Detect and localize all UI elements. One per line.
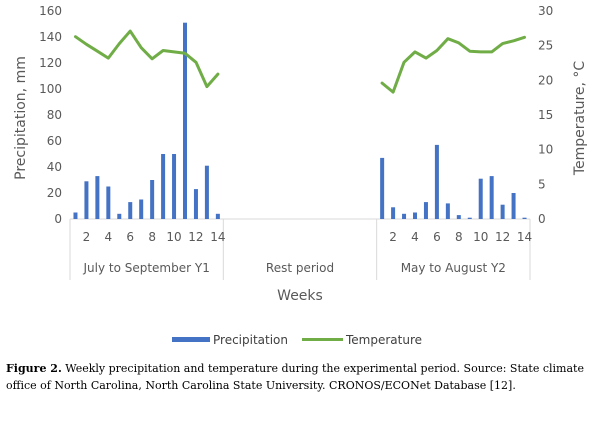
precipitation-bar [215,213,220,219]
caption-label: Figure 2. [6,362,62,375]
y-axis-title-left: Precipitation, mm [13,56,29,180]
y-tick-right: 25 [538,39,553,53]
x-tick-label: 8 [148,230,156,244]
precipitation-bar [423,202,428,219]
precipitation-bar [150,180,155,219]
temperature-lines [74,29,526,94]
precipitation-bar [434,144,439,219]
precipitation-bar [413,212,417,219]
precipitation-bar [161,154,166,219]
y-axis-title-right: Temperature, °C [572,61,588,177]
precipitation-bar [73,212,78,219]
temperature-line [74,29,220,89]
y-tick-right: 15 [538,108,553,122]
y-tick-right: 20 [538,73,553,87]
x-tick-label: 12 [495,230,510,244]
precipitation-bar [522,217,527,219]
x-tick-label: 6 [433,230,441,244]
legend-swatch-precipitation [172,337,210,342]
precipitation-bar [172,154,177,219]
x-axis-title: Weeks [277,288,323,304]
precipitation-bar [489,176,494,219]
legend-label-temperature: Temperature [345,333,422,347]
y-tick-right: 5 [538,177,546,191]
precipitation-bar [84,181,89,219]
precipitation-bar [402,213,407,219]
y-tick-left: 20 [47,186,62,200]
legend-label-precipitation: Precipitation [213,333,288,347]
y-tick-left: 140 [39,30,62,44]
precipitation-bar [467,217,472,219]
x-tick-label: 2 [83,230,91,244]
group-labels: July to September Y1 Rest period May to Au… [82,261,505,275]
precipitation-bar [139,199,144,219]
x-tick-label: 10 [473,230,488,244]
precipitation-bar [478,178,483,219]
chart-axes [69,218,531,280]
x-tick-label: 8 [455,230,463,244]
y-tick-left: 0 [54,212,62,226]
precipitation-bar [445,203,450,219]
x-tick-label: 10 [166,230,181,244]
precipitation-bar [117,213,122,219]
precipitation-bar [95,176,100,219]
y-tick-right: 10 [538,143,553,157]
legend: Precipitation Temperature [172,333,422,347]
x-tick-label: 12 [188,230,203,244]
precipitation-bar [380,157,385,219]
precipitation-bar [456,215,461,219]
x-tick-label: 14 [210,230,225,244]
precipitation-bar [204,165,209,219]
precipitation-bar [391,207,396,219]
y-tick-left: 160 [39,4,62,18]
y-tick-left: 40 [47,160,62,174]
precipitation-bar [193,189,198,219]
y-tick-left: 60 [47,134,62,148]
y-tick-right: 30 [538,4,553,18]
precipitation-bar [511,193,516,219]
y-tick-right: 0 [538,212,546,226]
x-tick-label: 4 [411,230,419,244]
precipitation-bars [73,22,527,220]
temperature-line [380,35,526,94]
group-label: Rest period [266,261,334,275]
y-tick-left: 80 [47,108,62,122]
caption-text: Weekly precipitation and temperature dur… [6,362,584,392]
figure-caption: Figure 2. Weekly precipitation and tempe… [6,360,596,394]
precipitation-bar [500,204,505,219]
group-label: July to September Y1 [82,261,209,275]
precipitation-bar [106,186,111,219]
precipitation-bar [128,202,133,219]
x-tick-label: 2 [389,230,397,244]
x-tick-label: 6 [126,230,134,244]
group-label: May to August Y2 [401,261,506,275]
x-tick-label: 4 [105,230,113,244]
x-tick-label: 14 [517,230,532,244]
y-tick-left: 100 [39,82,62,96]
y-tick-left: 120 [39,56,62,70]
precipitation-bar [183,22,187,220]
